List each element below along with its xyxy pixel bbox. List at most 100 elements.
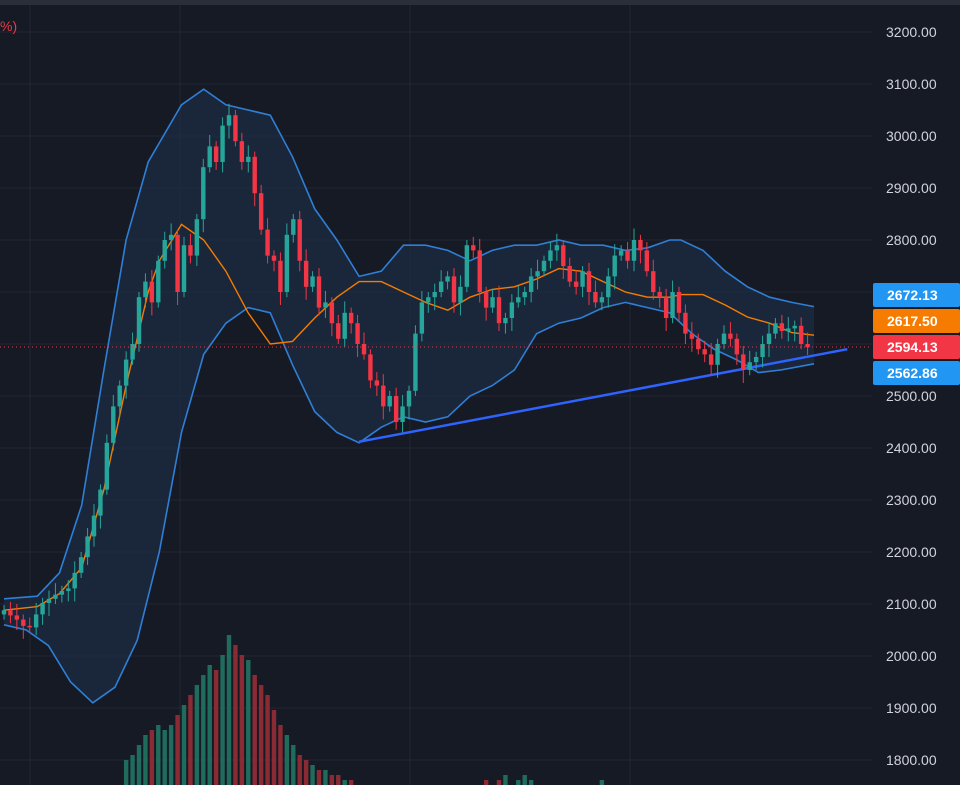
candle-body	[8, 610, 13, 616]
price-tick-label: 2800.00	[886, 232, 937, 248]
candle-body	[381, 385, 386, 407]
volume-bar	[220, 655, 225, 785]
candle-body	[400, 406, 405, 422]
volume-bar	[175, 715, 180, 785]
candle-body	[683, 312, 688, 334]
candle-body	[355, 323, 360, 344]
candle-body	[438, 281, 444, 292]
price-tick-label: 2400.00	[886, 440, 937, 456]
volume-bar	[278, 725, 283, 785]
candle-body	[786, 328, 791, 331]
candle-body	[329, 302, 335, 324]
upper-band-tag	[873, 283, 960, 307]
price-tick-label: 2500.00	[886, 388, 937, 404]
candle-body	[426, 297, 431, 303]
volume-bar	[329, 775, 335, 785]
candle-body	[728, 333, 733, 339]
candle-body	[773, 323, 778, 334]
candle-body	[651, 271, 656, 292]
candle-body	[265, 229, 270, 256]
candle-body	[696, 338, 701, 350]
last-price-tag	[873, 335, 960, 359]
bollinger-upper-band	[3, 88, 815, 600]
candle-body	[625, 250, 630, 261]
candle-body	[670, 292, 675, 318]
candle-body	[111, 406, 116, 443]
candle-body	[760, 344, 765, 357]
volume-bar	[188, 695, 193, 785]
candle-body	[657, 292, 662, 298]
volume-bar	[316, 770, 322, 785]
candle-body	[477, 250, 482, 292]
candle-body	[741, 354, 746, 370]
candle-body	[586, 271, 592, 292]
price-tick-label: 1800.00	[886, 752, 937, 768]
candle-body	[715, 344, 720, 365]
price-tick-label: 2100.00	[886, 596, 937, 612]
volume-bar	[516, 780, 521, 785]
volume-bar	[233, 645, 238, 785]
volume-bar	[265, 695, 270, 785]
candle-body	[98, 489, 103, 516]
price-tags: 2672.13 2617.50 2594.13 2562.86	[873, 283, 960, 385]
candle-body	[130, 344, 135, 360]
candle-body	[297, 219, 302, 261]
candle-body	[91, 515, 97, 537]
candle-body	[136, 297, 142, 344]
candle-body	[528, 276, 534, 292]
candle-body	[766, 333, 772, 344]
candle-body	[445, 276, 450, 282]
volume-bar	[496, 780, 502, 785]
candle-body	[233, 115, 238, 142]
volume-bar	[528, 780, 534, 785]
volume-bar	[271, 710, 277, 785]
candle-body	[721, 333, 727, 344]
candle-body	[612, 255, 617, 277]
price-tick-label: 2300.00	[886, 492, 937, 508]
candle-body	[348, 312, 354, 324]
candle-body	[194, 219, 200, 256]
candle-body	[599, 297, 605, 303]
candle-body	[413, 333, 418, 391]
candle-body	[561, 245, 566, 266]
candle-body	[201, 167, 206, 220]
candle-body	[226, 115, 232, 126]
candle-body	[503, 318, 508, 324]
candle-body	[464, 245, 470, 287]
volume-bar	[258, 685, 264, 785]
candle-body	[291, 219, 296, 235]
candle-body	[509, 302, 515, 318]
volume-bar	[310, 765, 315, 785]
volume-bar	[207, 665, 212, 785]
volume-bar	[213, 670, 219, 785]
candle-body	[239, 141, 245, 162]
volume-bar	[226, 635, 232, 785]
candle-body	[516, 297, 521, 303]
candle-body	[181, 245, 187, 292]
candle-body	[104, 442, 110, 490]
candle-body	[117, 385, 122, 407]
candle-body	[798, 325, 804, 344]
candle-body	[59, 591, 65, 595]
candle-body	[85, 536, 90, 558]
candle-body	[72, 572, 77, 589]
candle-body	[213, 146, 219, 162]
candle-body	[14, 615, 20, 620]
candle-body	[258, 193, 264, 230]
volume-bar	[143, 735, 148, 785]
price-axis[interactable]: 3200.003100.003000.002900.002800.002700.…	[886, 24, 937, 768]
volume-bar	[194, 685, 200, 785]
last-price-tag-label: 2594.13	[887, 339, 938, 355]
candle-body	[310, 276, 315, 287]
trendline-layer[interactable]	[358, 347, 848, 443]
volume-bar	[522, 775, 527, 785]
candle-body	[40, 602, 45, 615]
candle-body	[168, 234, 174, 240]
candle-body	[278, 260, 283, 292]
candle-body	[53, 594, 58, 599]
candle-body	[156, 260, 161, 303]
candle-body	[432, 292, 437, 298]
candle-body	[33, 614, 39, 628]
